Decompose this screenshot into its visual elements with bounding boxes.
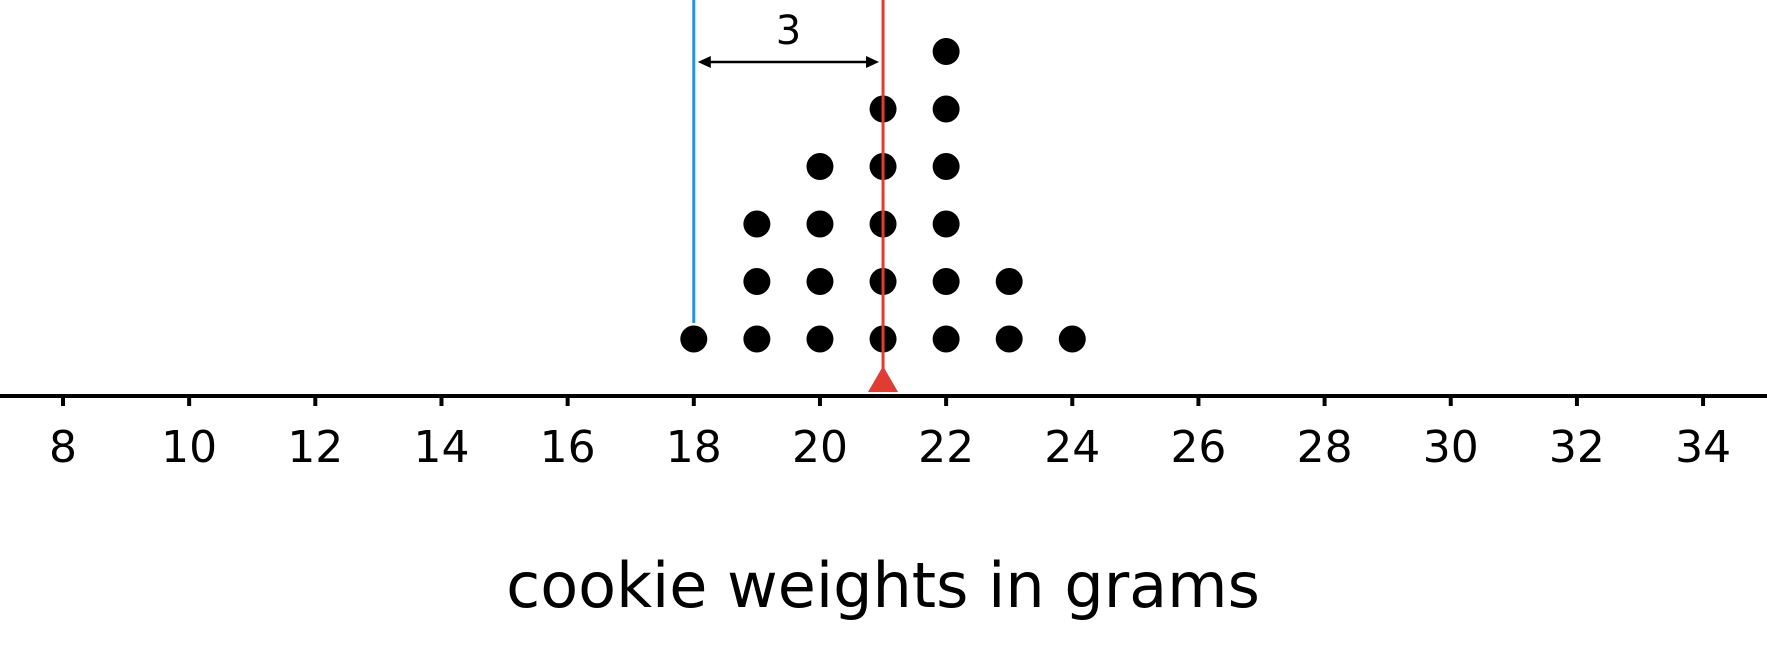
data-dot xyxy=(806,325,834,353)
data-dot xyxy=(806,153,834,180)
x-tick-label: 14 xyxy=(413,422,469,473)
data-dot xyxy=(680,325,708,353)
data-dot xyxy=(743,210,771,238)
data-dot xyxy=(743,325,771,353)
x-tick-label: 16 xyxy=(540,422,596,473)
distance-label: 3 xyxy=(776,8,801,54)
x-tick-label: 26 xyxy=(1170,422,1226,473)
arrowhead-left-icon xyxy=(697,56,711,68)
data-dot xyxy=(995,325,1023,353)
x-tick-label: 32 xyxy=(1549,422,1605,473)
data-dot xyxy=(932,38,960,65)
x-tick-label: 22 xyxy=(918,422,974,473)
x-tick-label: 20 xyxy=(792,422,848,473)
x-tick-label: 30 xyxy=(1423,422,1479,473)
data-dot xyxy=(1058,325,1086,353)
x-tick-label: 8 xyxy=(49,422,77,473)
data-dot xyxy=(932,153,960,180)
x-tick-label: 28 xyxy=(1297,422,1353,473)
x-axis-title: cookie weights in grams xyxy=(506,549,1260,622)
data-dot xyxy=(932,210,960,238)
mean-triangle-marker xyxy=(868,366,899,392)
data-dot xyxy=(743,268,771,295)
x-tick-label: 18 xyxy=(666,422,722,473)
data-dot xyxy=(806,210,834,238)
data-dot xyxy=(932,95,960,123)
x-tick-label: 24 xyxy=(1044,422,1100,473)
x-tick-label: 12 xyxy=(287,422,343,473)
data-dot xyxy=(995,268,1023,295)
data-dot xyxy=(932,325,960,353)
data-dot xyxy=(806,268,834,295)
data-dot xyxy=(932,268,960,295)
x-tick-label: 10 xyxy=(161,422,217,473)
arrowhead-right-icon xyxy=(866,56,880,68)
x-tick-label: 34 xyxy=(1675,422,1731,473)
